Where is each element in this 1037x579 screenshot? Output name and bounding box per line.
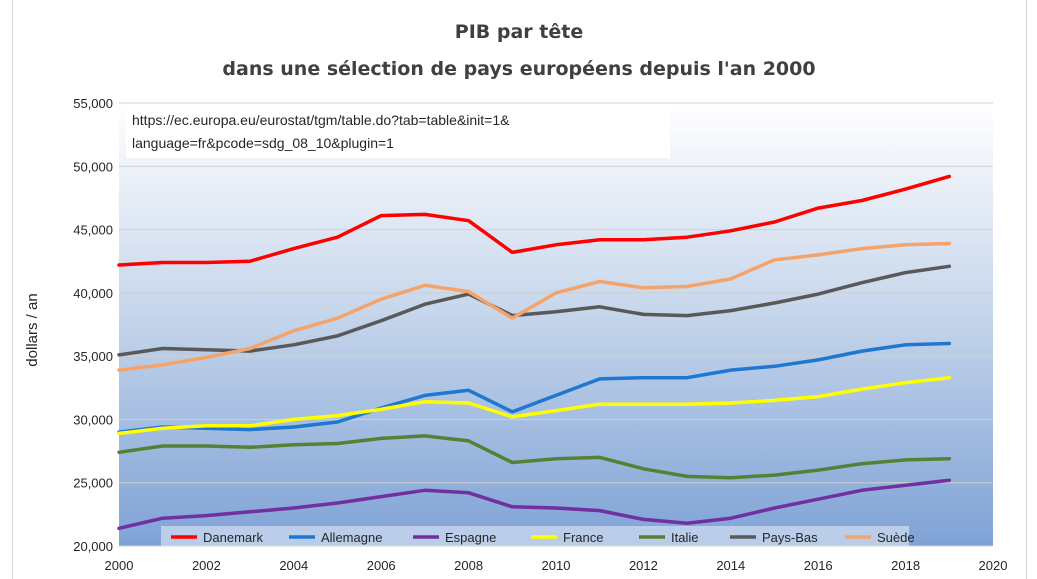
- series-line-france: [117, 375, 952, 436]
- chart-title: PIB par tête: [455, 21, 583, 43]
- x-tick-label: 2020: [979, 558, 1008, 573]
- x-tick-label: 2012: [629, 558, 658, 573]
- legend-entry: Suède: [877, 530, 915, 545]
- y-axis-label: dollars / an: [24, 293, 41, 366]
- series-line-italie: [117, 434, 952, 480]
- y-tick-label: 50,000: [73, 159, 113, 174]
- line-chart: PIB par tête dans une sélection de pays …: [24, 21, 1007, 573]
- legend-entry: Espagne: [445, 530, 496, 545]
- plot-area: 20,000 25,000 30,000 35,000 40,000 45,000 50,0…: [73, 96, 1007, 573]
- x-tick-label: 2000: [105, 558, 134, 573]
- x-tick-label: 2014: [716, 558, 745, 573]
- source-note-line: https://ec.europa.eu/eurostat/tgm/table.…: [132, 112, 510, 128]
- x-tick-label: 2010: [542, 558, 571, 573]
- x-tick-label: 2016: [804, 558, 833, 573]
- y-tick-label: 35,000: [73, 349, 113, 364]
- series-line-danemark: [117, 174, 952, 267]
- chart-frame: PIB par tête dans une sélection de pays …: [12, 0, 1027, 579]
- legend-entry: France: [563, 530, 603, 545]
- x-tick-label: 2004: [279, 558, 308, 573]
- source-note-line: language=fr&pcode=sdg_08_10&plugin=1: [132, 135, 394, 151]
- x-tick-label: 2002: [192, 558, 221, 573]
- y-tick-label: 30,000: [73, 412, 113, 427]
- series-line-suède: [117, 241, 952, 372]
- legend-entry: Danemark: [203, 530, 263, 545]
- chart-subtitle: dans une sélection de pays européens dep…: [222, 58, 815, 80]
- legend-entry: Italie: [671, 530, 698, 545]
- x-tick-label: 2018: [891, 558, 920, 573]
- y-tick-label: 45,000: [73, 223, 113, 238]
- x-tick-label: 2008: [454, 558, 483, 573]
- legend-entry: Pays-Bas: [762, 530, 818, 545]
- y-tick-label: 55,000: [73, 96, 113, 111]
- legend-entry: Allemagne: [321, 530, 382, 545]
- source-note-box: [126, 104, 670, 158]
- series-line-allemagne: [117, 341, 952, 434]
- plot-background: [119, 103, 993, 546]
- y-tick-label: 40,000: [73, 286, 113, 301]
- series-line-pays-bas: [117, 264, 952, 357]
- series-line-espagne: [117, 478, 952, 531]
- y-tick-label: 20,000: [73, 539, 113, 554]
- y-tick-label: 25,000: [73, 476, 113, 491]
- x-tick-label: 2006: [367, 558, 396, 573]
